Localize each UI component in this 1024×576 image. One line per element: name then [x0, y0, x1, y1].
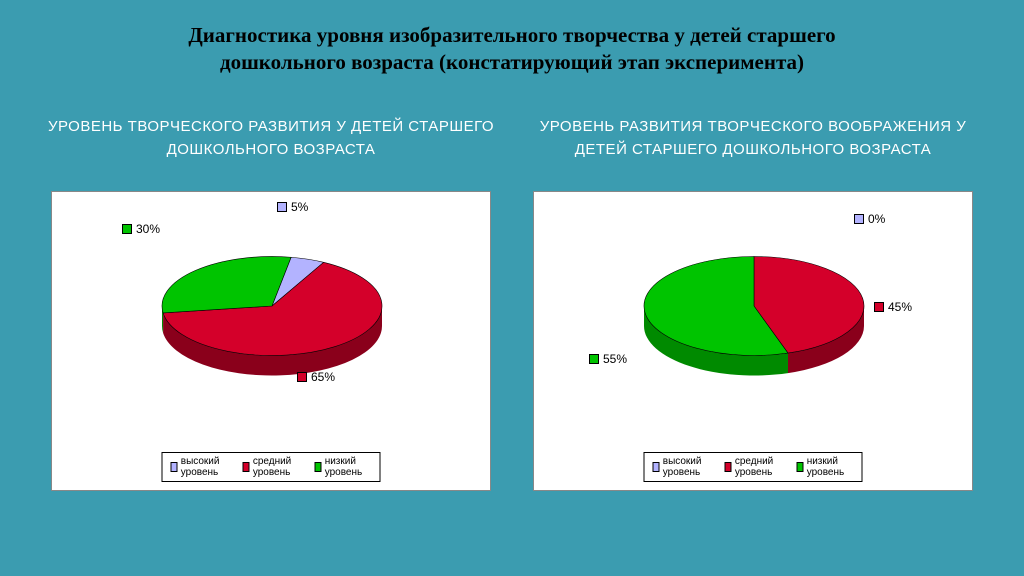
pie-slice-label: 65% [297, 370, 335, 384]
swatch-icon [277, 202, 287, 212]
pie-slice-label-text: 55% [603, 352, 627, 366]
chart-right-subtitle: УРОВЕНЬ РАЗВИТИЯ ТВОРЧЕСКОГО ВООБРАЖЕНИЯ… [523, 105, 983, 173]
legend-item: низкий уровень [314, 456, 371, 478]
swatch-icon [171, 462, 178, 472]
chart-right-card: 0% 45% 55% высокий уровень средний уровень ни… [533, 191, 973, 491]
swatch-icon [297, 372, 307, 382]
pie-slice-label: 55% [589, 352, 627, 366]
legend-item: средний уровень [725, 456, 787, 478]
charts-row: УРОВЕНЬ ТВОРЧЕСКОГО РАЗВИТИЯ У ДЕТЕЙ СТА… [0, 105, 1024, 491]
swatch-icon [314, 462, 321, 472]
legend-item: низкий уровень [796, 456, 853, 478]
legend-item: высокий уровень [171, 456, 233, 478]
swatch-icon [243, 462, 250, 472]
swatch-icon [122, 224, 132, 234]
swatch-icon [725, 462, 732, 472]
swatch-icon [589, 354, 599, 364]
legend-label: высокий уровень [663, 456, 715, 478]
title-line-1: Диагностика уровня изобразительного твор… [188, 23, 835, 47]
chart-left-column: УРОВЕНЬ ТВОРЧЕСКОГО РАЗВИТИЯ У ДЕТЕЙ СТА… [41, 105, 501, 491]
swatch-icon [796, 462, 803, 472]
pie-slice-label: 5% [277, 200, 308, 214]
pie-chart [52, 192, 492, 492]
title-line-2: дошкольного возраста (констатирующий эта… [220, 50, 804, 74]
pie-slice-label: 0% [854, 212, 885, 226]
chart-left-subtitle: УРОВЕНЬ ТВОРЧЕСКОГО РАЗВИТИЯ У ДЕТЕЙ СТА… [41, 105, 501, 173]
pie-slice-label-text: 0% [868, 212, 885, 226]
swatch-icon [653, 462, 660, 472]
pie-slice-label-text: 65% [311, 370, 335, 384]
pie-slice [162, 256, 291, 312]
legend-label: средний уровень [735, 456, 787, 478]
pie-chart [534, 192, 974, 492]
legend-label: низкий уровень [325, 456, 372, 478]
pie-slice-label-text: 45% [888, 300, 912, 314]
legend-item: средний уровень [243, 456, 305, 478]
pie-slice-label-text: 5% [291, 200, 308, 214]
legend-item: высокий уровень [653, 456, 715, 478]
pie-slice-label: 45% [874, 300, 912, 314]
swatch-icon [854, 214, 864, 224]
legend-label: высокий уровень [181, 456, 233, 478]
pie-slice-label-text: 30% [136, 222, 160, 236]
chart-left-card: 5% 65% 30% высокий уровень средний уровень ни… [51, 191, 491, 491]
swatch-icon [874, 302, 884, 312]
chart-right-column: УРОВЕНЬ РАЗВИТИЯ ТВОРЧЕСКОГО ВООБРАЖЕНИЯ… [523, 105, 983, 491]
page-title: Диагностика уровня изобразительного твор… [0, 0, 1024, 77]
chart-legend: высокий уровень средний уровень низкий уро… [644, 452, 863, 482]
pie-slice-label: 30% [122, 222, 160, 236]
chart-legend: высокий уровень средний уровень низкий уро… [162, 452, 381, 482]
legend-label: низкий уровень [807, 456, 854, 478]
legend-label: средний уровень [253, 456, 305, 478]
